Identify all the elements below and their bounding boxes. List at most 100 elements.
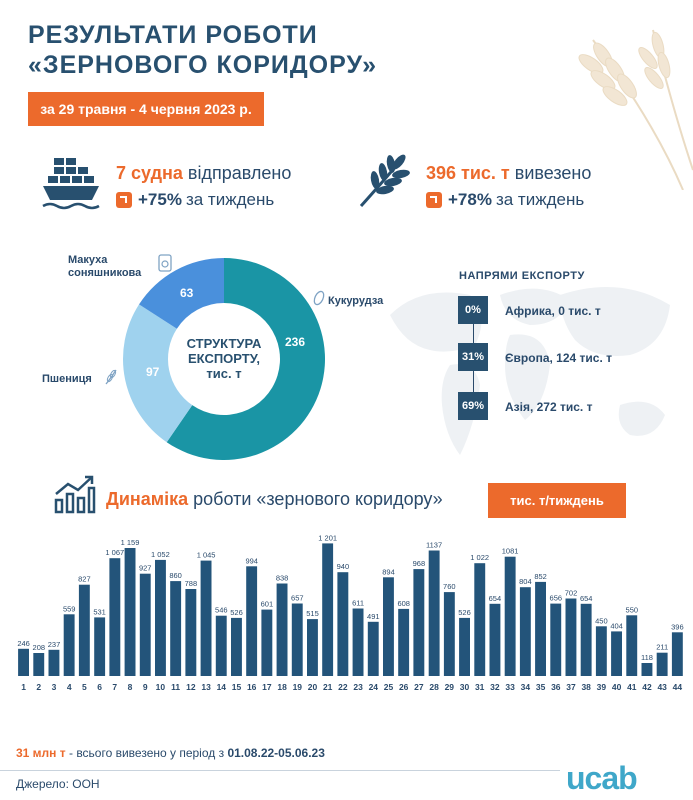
slice-value-meal: 63 (180, 286, 194, 300)
week-tick-label: 6 (97, 682, 102, 692)
meal-label-line-1: Макуха (68, 254, 108, 266)
bar (63, 614, 75, 676)
bar (322, 543, 334, 676)
bar (398, 608, 410, 676)
bar-value-label: 1 159 (121, 538, 140, 547)
export-pct-asia: 69% (458, 392, 488, 420)
export-pct-europe: 31% (458, 343, 488, 371)
week-tick-label: 29 (445, 682, 455, 692)
bar (550, 603, 562, 676)
week-tick-label: 30 (460, 682, 470, 692)
footer-divider (0, 770, 560, 771)
bar (109, 558, 121, 676)
bar-value-label: 760 (443, 582, 456, 591)
dynamics-title: Динаміка роботи «зернового коридору» (106, 489, 443, 510)
bar-value-label: 546 (215, 606, 228, 615)
bar-value-label: 450 (595, 616, 608, 625)
bar-value-label: 838 (276, 574, 289, 583)
week-tick-label: 7 (112, 682, 117, 692)
export-structure-donut (123, 258, 325, 460)
week-tick-label: 27 (414, 682, 424, 692)
trend-up-icon (116, 192, 132, 208)
ships-stat: 7 судна відправлено +75% за тиждень (116, 163, 291, 210)
bar (18, 648, 29, 676)
week-tick-label: 16 (247, 682, 257, 692)
export-directions-title: НАПРЯМИ ЕКСПОРТУ (459, 270, 585, 282)
ships-change-text: за тиждень (185, 190, 275, 209)
bar (641, 663, 653, 676)
week-tick-label: 44 (673, 682, 683, 692)
meal-label-line-2: соняшникова (68, 267, 142, 279)
week-tick-label: 22 (338, 682, 348, 692)
week-tick-label: 42 (642, 682, 652, 692)
world-map-icon (390, 287, 670, 455)
date-badge: за 29 травня - 4 червня 2023 р. (28, 92, 264, 126)
week-tick-label: 11 (171, 682, 180, 692)
week-tick-label: 43 (657, 682, 667, 692)
bar (170, 581, 182, 676)
bar (413, 569, 425, 676)
bar (367, 621, 379, 676)
ships-text: відправлено (187, 163, 292, 183)
bar-value-label: 1 067 (105, 548, 124, 557)
category-label-wheat: Пшениця (42, 373, 92, 385)
week-tick-label: 39 (597, 682, 607, 692)
bar-value-label: 994 (245, 556, 258, 565)
bar (626, 615, 638, 676)
bar-value-label: 852 (534, 572, 547, 581)
total-value: 31 млн т (16, 746, 66, 760)
bar-value-label: 526 (230, 608, 243, 617)
ucab-logo: ucab (566, 760, 638, 796)
bar (443, 592, 455, 676)
bar (124, 548, 136, 676)
week-tick-label: 38 (581, 682, 591, 692)
bar-value-label: 1 052 (151, 550, 170, 559)
bar-value-label: 804 (519, 577, 532, 586)
category-label-meal: Макуха соняшникова (68, 254, 141, 280)
donut-slice-wheat (123, 304, 193, 443)
week-tick-label: 25 (384, 682, 394, 692)
bar-value-label: 608 (397, 599, 410, 608)
week-tick-label: 17 (262, 682, 272, 692)
bar (519, 587, 531, 676)
week-tick-label: 40 (612, 682, 622, 692)
bar-value-label: 515 (306, 609, 319, 618)
bar-value-label: 208 (33, 643, 46, 652)
donut-slice-meal (139, 258, 224, 329)
bar-value-label: 396 (671, 622, 684, 631)
bar (276, 583, 288, 676)
page-title: РЕЗУЛЬТАТИ РОБОТИ «ЗЕРНОВОГО КОРИДОРУ» (28, 20, 458, 80)
week-tick-label: 33 (505, 682, 515, 692)
bar-value-label: 559 (63, 604, 76, 613)
bar-value-label: 968 (413, 559, 426, 568)
bar (155, 559, 166, 676)
trend-up-icon (426, 192, 442, 208)
bar (246, 566, 258, 676)
volume-value: 396 тис. т (426, 163, 510, 183)
unit-badge: тис. т/тиждень (488, 483, 626, 518)
bar-value-label: 927 (139, 564, 152, 573)
bar-value-label: 491 (367, 612, 380, 621)
week-tick-label: 32 (490, 682, 500, 692)
bar-value-label: 1 201 (318, 533, 337, 542)
volume-change-text: за тиждень (495, 190, 585, 209)
bar (489, 603, 501, 676)
week-tick-label: 26 (399, 682, 409, 692)
week-tick-label: 2 (36, 682, 41, 692)
slice-value-wheat: 97 (146, 365, 160, 379)
wheat-icon (359, 154, 410, 208)
bar (200, 560, 212, 676)
week-tick-label: 36 (551, 682, 561, 692)
bar (504, 556, 516, 676)
total-text: - всього вивезено у період з (68, 746, 225, 760)
bar (611, 631, 622, 676)
week-tick-label: 28 (429, 682, 439, 692)
bar-value-label: 601 (261, 600, 274, 609)
week-tick-label: 13 (201, 682, 211, 692)
bar-value-label: 656 (550, 594, 563, 603)
bar-value-label: 702 (565, 589, 578, 598)
bar (352, 608, 364, 676)
title-line-2: «ЗЕРНОВОГО КОРИДОРУ» (28, 51, 377, 79)
bar (78, 584, 90, 676)
ship-icon (42, 158, 100, 210)
